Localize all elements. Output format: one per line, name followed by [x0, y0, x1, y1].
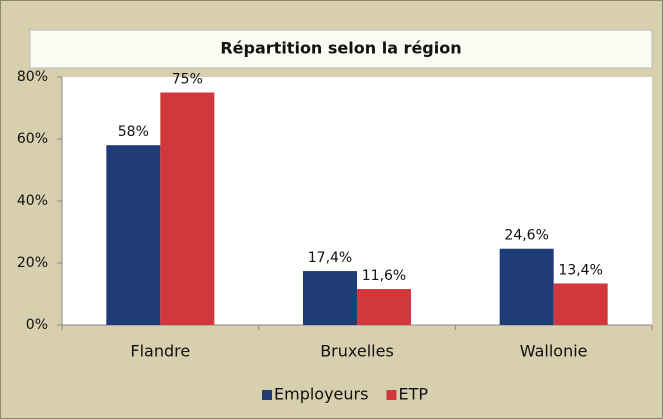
data-label: 24,6% — [504, 228, 548, 244]
y-tick-label: 80% — [17, 69, 48, 85]
y-tick-label: 0% — [26, 317, 48, 333]
bar — [357, 289, 411, 325]
bar — [106, 145, 161, 325]
data-label: 13,4% — [558, 262, 602, 278]
y-tick-label: 60% — [17, 131, 48, 147]
legend-label: Employeurs — [274, 385, 368, 404]
data-label: 17,4% — [308, 250, 352, 266]
y-tick-label: 40% — [17, 193, 48, 209]
x-tick-label: Flandre — [130, 342, 190, 361]
data-label: 58% — [118, 124, 149, 140]
legend-label: ETP — [398, 385, 428, 404]
x-tick-label: Wallonie — [520, 342, 588, 361]
chart-title: Répartition selon la région — [220, 39, 461, 58]
legend-swatch — [386, 390, 397, 400]
bar — [303, 271, 357, 325]
data-label: 75% — [172, 72, 203, 88]
x-tick-label: Bruxelles — [320, 342, 394, 361]
data-label: 11,6% — [362, 268, 406, 284]
title-box — [29, 29, 653, 69]
bar — [499, 248, 554, 325]
y-tick-label: 20% — [17, 255, 48, 271]
legend-swatch — [262, 390, 272, 400]
bar — [553, 283, 608, 325]
bar — [160, 92, 215, 325]
